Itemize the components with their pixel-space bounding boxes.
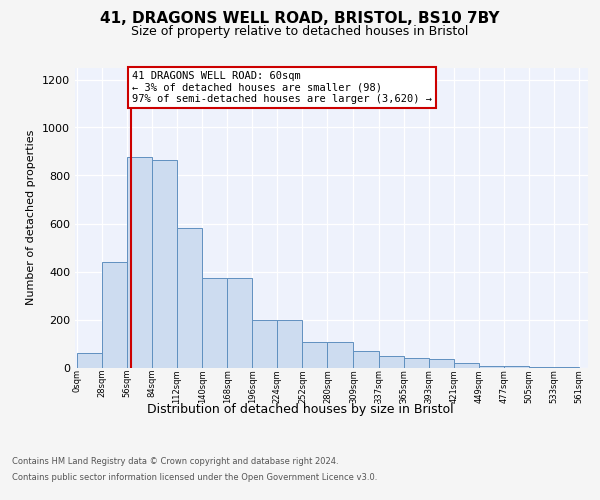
Text: Contains public sector information licensed under the Open Government Licence v3: Contains public sector information licen… (12, 472, 377, 482)
Y-axis label: Number of detached properties: Number of detached properties (26, 130, 37, 305)
Bar (127, 158, 152, 368)
Bar (353, 350, 379, 368)
Bar (328, 342, 353, 367)
Bar (479, 366, 504, 368)
Bar (102, 262, 127, 368)
Bar (177, 228, 202, 368)
Text: Contains HM Land Registry data © Crown copyright and database right 2024.: Contains HM Land Registry data © Crown c… (12, 458, 338, 466)
Bar (379, 356, 404, 368)
Bar (252, 320, 277, 368)
Bar (302, 342, 328, 367)
Bar (152, 160, 177, 368)
Bar (227, 278, 252, 368)
Text: Distribution of detached houses by size in Bristol: Distribution of detached houses by size … (146, 402, 454, 415)
Bar (77, 353, 102, 368)
Bar (454, 362, 479, 368)
Bar (428, 359, 454, 368)
Bar (404, 358, 428, 368)
Text: 41 DRAGONS WELL ROAD: 60sqm
← 3% of detached houses are smaller (98)
97% of semi: 41 DRAGONS WELL ROAD: 60sqm ← 3% of deta… (132, 71, 432, 104)
Bar (202, 278, 227, 368)
Text: 41, DRAGONS WELL ROAD, BRISTOL, BS10 7BY: 41, DRAGONS WELL ROAD, BRISTOL, BS10 7BY (100, 11, 500, 26)
Bar (277, 320, 302, 368)
Text: Size of property relative to detached houses in Bristol: Size of property relative to detached ho… (131, 25, 469, 38)
Bar (504, 366, 529, 368)
